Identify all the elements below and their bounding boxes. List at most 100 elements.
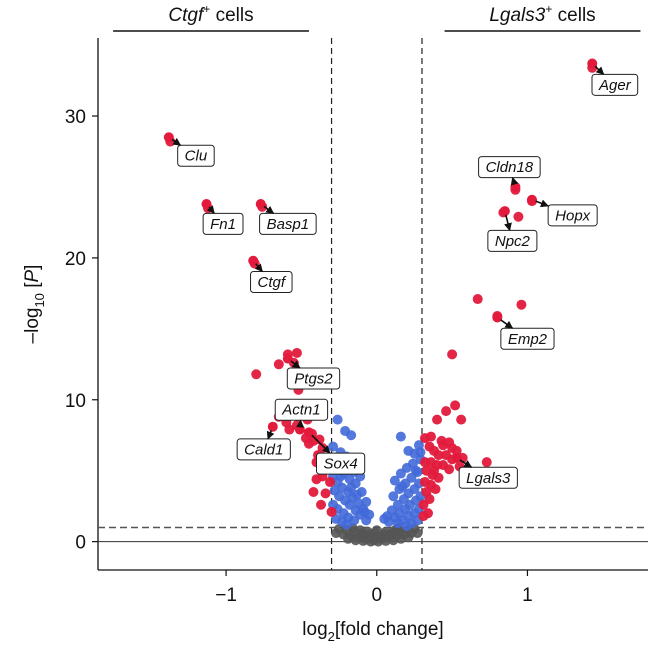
data-point-significant [308,486,319,497]
data-point-significant [430,484,441,495]
axes-frame [97,38,648,571]
y-tick-label: 20 [65,249,86,270]
data-point-significant [472,294,483,305]
data-point-labeled [451,452,462,463]
y-tick-label: 30 [65,107,86,128]
data-point-fold-change [328,441,339,452]
data-point-fold-change [359,506,370,517]
data-point-significant [432,414,443,425]
data-point-labeled [587,58,598,69]
data-point-significant [438,440,449,451]
gene-label-clu: Clu [177,144,215,167]
data-point-not-significant [403,532,414,543]
gene-label-fn1: Fn1 [202,212,244,235]
data-point-fold-change [415,447,426,458]
data-point-significant [433,450,444,461]
gene-label-arrow [263,205,275,214]
threshold-lines [98,38,648,570]
gene-label-box [547,204,598,227]
data-point-fold-change [410,465,421,476]
data-point-fold-change [388,491,399,502]
x-tick-label: 1 [522,585,533,606]
data-point-not-significant [359,530,370,541]
gene-label-box [591,73,639,96]
data-point-significant [447,349,458,360]
gene-label-basp1: Basp1 [259,212,317,235]
gene-label-text: Emp2 [508,331,548,348]
data-point-significant [418,511,429,522]
gene-label-ptgs2: Ptgs2 [286,367,341,390]
data-point-labeled [255,198,266,209]
data-point-fold-change [392,518,403,529]
gene-label-emp2: Emp2 [500,327,555,350]
data-point-significant [444,464,455,475]
gene-label-ctgf: Ctgf [250,271,293,294]
data-point-significant [456,414,467,425]
data-point-significant [516,299,527,310]
gene-label-actn1: Actn1 [274,398,329,421]
data-point-fold-change [341,519,352,530]
data-point-significant [303,438,314,449]
data-point-significant [450,400,461,411]
gene-label-text: Cald1 [244,441,283,458]
data-point-significant [451,445,462,456]
data-point-fold-change [401,521,412,532]
x-tick-label: 0 [371,585,382,606]
gene-label-arrow [594,65,605,75]
data-point-significant [291,347,302,358]
data-point-significant [513,211,524,222]
data-point-fold-change [361,515,372,526]
gene-label-arrow [311,434,331,454]
gene-label-text: Ptgs2 [294,370,333,387]
gene-label-arrow [535,199,549,208]
group-title: Ctgf+ cells [168,2,253,26]
data-point-not-significant [350,535,361,546]
y-axis-title: –log10 [P] [22,265,47,344]
data-point-fold-change [389,475,400,486]
data-point-labeled [248,255,259,266]
data-point-not-significant [385,530,396,541]
gene-label-hopx: Hopx [547,204,598,227]
data-point-not-significant [343,533,354,544]
gene-label-text: Ager [598,77,632,94]
x-tick-label: −1 [215,585,237,606]
data-point-significant [429,465,440,476]
gene-label-box [458,466,518,489]
data-point-labeled [294,424,305,435]
data-point-significant [251,369,262,380]
data-point-fold-change [346,482,357,493]
gene-label-text: Lgals3 [466,470,511,487]
gene-label-text: Sox4 [324,456,358,473]
data-point-fold-change [397,481,408,492]
gene-label-arrow [266,430,275,440]
gene-label-arrow [510,176,519,186]
gene-label-arrow [171,137,182,146]
gene-label-arrow [500,319,514,329]
y-tick-label: 0 [75,533,86,554]
gene-label-box [250,271,293,294]
gene-label-cald1: Cald1 [236,438,291,461]
data-point-significant [325,477,336,488]
gene-label-box [202,212,244,235]
gene-label-box [236,438,291,461]
gene-label-text: Npc2 [495,233,531,250]
gene-label-text: Cldn18 [486,159,534,176]
data-point-labeled [303,427,314,438]
data-point-labeled [492,312,503,323]
gene-labels: Ager Clu Cldn18 Hopx Npc2 Fn1 Basp1 Ctgf Emp2 Ptg… [171,65,639,489]
gene-label-ager: Ager [591,73,639,96]
gene-label-arrow [504,214,512,232]
data-point-labeled [267,421,278,432]
data-point-not-significant [412,528,423,539]
gene-label-text: Basp1 [267,216,310,233]
y-tick-label: 10 [65,391,86,412]
data-point-significant [273,359,284,370]
data-point-significant [316,499,327,510]
gene-label-lgals3: Lgals3 [458,466,518,489]
data-points [163,58,598,547]
gene-label-box [500,327,555,350]
data-point-not-significant [331,528,342,539]
